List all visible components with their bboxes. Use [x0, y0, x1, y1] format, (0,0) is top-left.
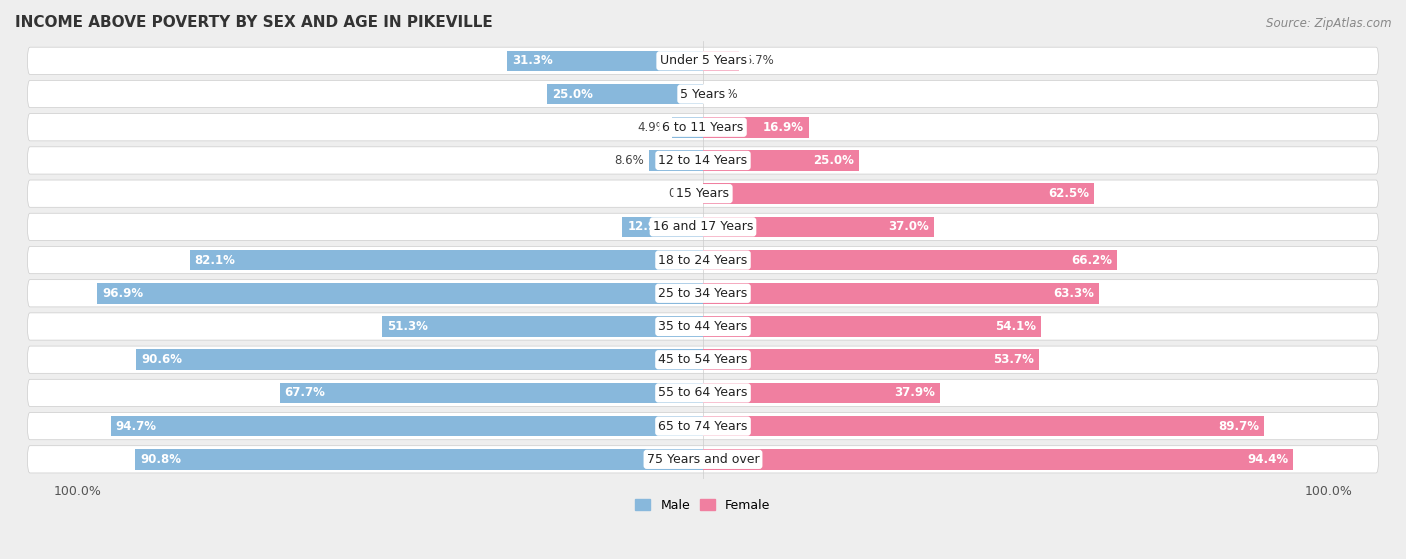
Text: 54.1%: 54.1% — [995, 320, 1036, 333]
FancyBboxPatch shape — [28, 80, 1378, 108]
Bar — [703, 250, 1116, 271]
Text: INCOME ABOVE POVERTY BY SEX AND AGE IN PIKEVILLE: INCOME ABOVE POVERTY BY SEX AND AGE IN P… — [15, 15, 492, 30]
Text: 62.5%: 62.5% — [1047, 187, 1088, 200]
Bar — [111, 416, 703, 437]
Bar — [703, 183, 1094, 204]
Text: 96.9%: 96.9% — [103, 287, 143, 300]
FancyBboxPatch shape — [28, 446, 1378, 473]
Text: 0.0%: 0.0% — [668, 187, 697, 200]
Text: 4.9%: 4.9% — [637, 121, 668, 134]
Text: 94.7%: 94.7% — [115, 420, 156, 433]
Bar — [190, 250, 703, 271]
Bar — [703, 382, 941, 403]
Text: Source: ZipAtlas.com: Source: ZipAtlas.com — [1267, 17, 1392, 30]
Bar — [703, 449, 1294, 470]
Bar — [672, 117, 703, 138]
Text: 8.6%: 8.6% — [614, 154, 644, 167]
Bar — [703, 283, 1099, 304]
Text: 18 to 24 Years: 18 to 24 Years — [658, 254, 748, 267]
Text: 67.7%: 67.7% — [284, 386, 325, 400]
Text: 55 to 64 Years: 55 to 64 Years — [658, 386, 748, 400]
Bar — [136, 349, 703, 370]
Text: 37.9%: 37.9% — [894, 386, 935, 400]
Bar — [382, 316, 703, 337]
Text: 31.3%: 31.3% — [512, 54, 553, 67]
Bar — [703, 349, 1039, 370]
Text: 90.6%: 90.6% — [142, 353, 183, 366]
Text: 25 to 34 Years: 25 to 34 Years — [658, 287, 748, 300]
FancyBboxPatch shape — [28, 313, 1378, 340]
Bar — [703, 150, 859, 170]
Bar — [547, 84, 703, 105]
Text: 5 Years: 5 Years — [681, 88, 725, 101]
FancyBboxPatch shape — [28, 413, 1378, 440]
Bar — [703, 316, 1042, 337]
Bar — [703, 117, 808, 138]
FancyBboxPatch shape — [28, 213, 1378, 240]
Bar — [97, 283, 703, 304]
Text: 35 to 44 Years: 35 to 44 Years — [658, 320, 748, 333]
Bar — [703, 50, 738, 71]
Text: Under 5 Years: Under 5 Years — [659, 54, 747, 67]
FancyBboxPatch shape — [28, 47, 1378, 74]
Text: 53.7%: 53.7% — [993, 353, 1033, 366]
Text: 16.9%: 16.9% — [762, 121, 804, 134]
Bar — [508, 50, 703, 71]
Text: 45 to 54 Years: 45 to 54 Years — [658, 353, 748, 366]
Text: 12 to 14 Years: 12 to 14 Years — [658, 154, 748, 167]
Bar — [135, 449, 703, 470]
FancyBboxPatch shape — [28, 247, 1378, 274]
Text: 6 to 11 Years: 6 to 11 Years — [662, 121, 744, 134]
FancyBboxPatch shape — [28, 180, 1378, 207]
Text: 90.8%: 90.8% — [141, 453, 181, 466]
Text: 94.4%: 94.4% — [1247, 453, 1288, 466]
Bar — [703, 416, 1264, 437]
Text: 89.7%: 89.7% — [1218, 420, 1258, 433]
Bar — [280, 382, 703, 403]
Text: 25.0%: 25.0% — [551, 88, 592, 101]
Text: 66.2%: 66.2% — [1071, 254, 1112, 267]
FancyBboxPatch shape — [28, 280, 1378, 307]
FancyBboxPatch shape — [28, 346, 1378, 373]
Text: 16 and 17 Years: 16 and 17 Years — [652, 220, 754, 233]
FancyBboxPatch shape — [28, 147, 1378, 174]
Legend: Male, Female: Male, Female — [630, 494, 776, 517]
Text: 82.1%: 82.1% — [194, 254, 235, 267]
Text: 63.3%: 63.3% — [1053, 287, 1094, 300]
Text: 15 Years: 15 Years — [676, 187, 730, 200]
Text: 0.0%: 0.0% — [709, 88, 738, 101]
Text: 51.3%: 51.3% — [387, 320, 427, 333]
FancyBboxPatch shape — [28, 113, 1378, 141]
Bar — [650, 150, 703, 170]
Text: 65 to 74 Years: 65 to 74 Years — [658, 420, 748, 433]
Text: 5.7%: 5.7% — [744, 54, 773, 67]
Bar — [623, 216, 703, 237]
Text: 75 Years and over: 75 Years and over — [647, 453, 759, 466]
Bar — [703, 216, 935, 237]
Text: 12.9%: 12.9% — [627, 220, 668, 233]
Text: 25.0%: 25.0% — [814, 154, 855, 167]
Text: 37.0%: 37.0% — [889, 220, 929, 233]
FancyBboxPatch shape — [28, 380, 1378, 406]
